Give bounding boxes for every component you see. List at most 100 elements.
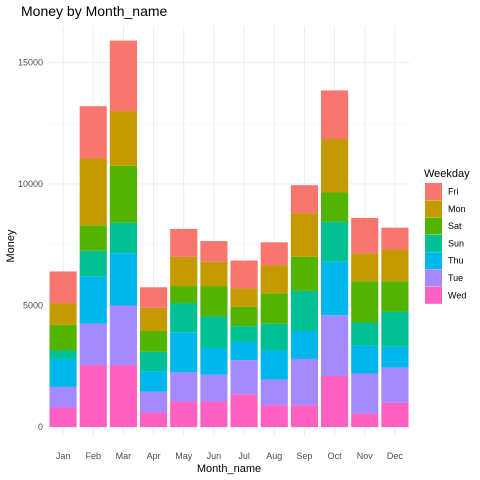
bar-segment-tue-nov <box>351 373 379 414</box>
bar-segment-fri-sep <box>290 185 318 214</box>
bar-segment-sun-aug <box>260 323 288 351</box>
bar-segment-sat-sep <box>290 256 318 291</box>
legend-label-tue: Tue <box>448 273 463 283</box>
bar-segment-sun-jan <box>49 350 77 359</box>
bar-segment-thu-nov <box>351 345 379 374</box>
y-axis-title: Money <box>5 229 17 263</box>
legend-key-sun <box>425 234 442 252</box>
bar-segment-tue-oct <box>321 315 349 376</box>
bar-segment-thu-jun <box>200 348 228 375</box>
bar-segment-thu-oct <box>321 261 349 316</box>
legend-key-thu <box>425 252 442 270</box>
chart-title: Money by Month_name <box>21 3 168 19</box>
bar-segment-mon-aug <box>260 265 288 294</box>
bar-segment-sun-mar <box>109 222 137 254</box>
bars <box>49 40 409 427</box>
x-tick-label: May <box>175 451 193 461</box>
y-tick-label: 10000 <box>18 179 43 189</box>
bar-segment-fri-apr <box>140 287 168 308</box>
bar-segment-sun-dec <box>381 311 409 347</box>
bar-segment-fri-mar <box>109 40 137 112</box>
bar-segment-fri-may <box>170 228 198 257</box>
legend-label-sat: Sat <box>448 221 462 231</box>
bar-segment-wed-aug <box>260 405 288 427</box>
bar-segment-wed-apr <box>140 412 168 427</box>
x-axis-title: Month_name <box>197 463 261 475</box>
y-tick-label: 0 <box>38 422 43 432</box>
bar-segment-sat-oct <box>321 192 349 222</box>
bar-segment-tue-may <box>170 372 198 402</box>
legend-label-sun: Sun <box>448 238 464 248</box>
bar-segment-thu-sep <box>290 331 318 359</box>
bar-segment-thu-jul <box>230 341 258 361</box>
bar-segment-fri-aug <box>260 242 288 266</box>
bar-segment-thu-dec <box>381 346 409 368</box>
bar-segment-wed-feb <box>79 365 107 427</box>
y-tick-label: 5000 <box>23 300 43 310</box>
axes: 0 5000 10000 15000 Jan Feb Mar Apr May Jun Jul Aug S… <box>18 57 403 461</box>
legend-label-mon: Mon <box>448 204 466 214</box>
x-tick-label: Sep <box>296 451 312 461</box>
bar-segment-sun-sep <box>290 290 318 332</box>
bar-segment-fri-dec <box>381 227 409 250</box>
bar-segment-sat-nov <box>351 281 379 323</box>
bar-segment-mon-apr <box>140 307 168 332</box>
bar-segment-wed-dec <box>381 402 409 427</box>
bar-segment-mon-oct <box>321 139 349 193</box>
bar-segment-sun-apr <box>140 351 168 372</box>
bar-segment-mon-sep <box>290 213 318 257</box>
bar-segment-mon-mar <box>109 111 137 166</box>
bar-segment-thu-jan <box>49 358 77 387</box>
legend-key-fri <box>425 183 442 200</box>
bar-segment-fri-jun <box>200 241 228 262</box>
bar-segment-tue-jul <box>230 360 258 395</box>
x-tick-label: Feb <box>85 451 101 461</box>
x-tick-label: Dec <box>387 451 404 461</box>
legend-key-wed <box>425 286 442 304</box>
bar-segment-wed-oct <box>321 375 349 427</box>
bar-segment-tue-dec <box>381 367 409 403</box>
legend-key-sat <box>425 217 442 235</box>
y-tick-label: 15000 <box>18 57 43 67</box>
x-tick-label: Jan <box>56 451 71 461</box>
bar-segment-mon-jul <box>230 288 258 307</box>
bar-segment-sat-mar <box>109 165 137 223</box>
bar-segment-thu-may <box>170 332 198 373</box>
x-tick-label: Jul <box>238 451 250 461</box>
bar-segment-mon-dec <box>381 249 409 282</box>
bar-segment-sat-aug <box>260 293 288 324</box>
bar-segment-sat-dec <box>381 281 409 312</box>
bar-segment-mon-feb <box>79 158 107 226</box>
bar-segment-mon-jun <box>200 261 228 287</box>
x-tick-label: Nov <box>357 451 374 461</box>
bar-segment-sat-jul <box>230 306 258 327</box>
bar-segment-sun-oct <box>321 221 349 262</box>
bar-segment-tue-feb <box>79 323 107 366</box>
bar-segment-thu-aug <box>260 350 288 380</box>
bar-segment-fri-nov <box>351 217 379 254</box>
legend-key-tue <box>425 269 442 287</box>
x-tick-label: Apr <box>147 451 161 461</box>
bar-segment-tue-mar <box>109 305 137 366</box>
bar-segment-sat-jun <box>200 286 228 317</box>
bar-segment-fri-jan <box>49 271 77 304</box>
bar-segment-wed-nov <box>351 413 379 427</box>
bar-segment-tue-sep <box>290 358 318 406</box>
bar-segment-tue-aug <box>260 379 288 406</box>
bar-segment-wed-jan <box>49 407 77 427</box>
bar-segment-sun-nov <box>351 322 379 346</box>
bar-segment-wed-jun <box>200 401 228 427</box>
legend-title: Weekday <box>424 168 470 180</box>
bar-segment-mon-may <box>170 256 198 287</box>
bar-segment-mon-jan <box>49 303 77 325</box>
bar-segment-sat-feb <box>79 225 107 251</box>
bar-segment-wed-may <box>170 401 198 427</box>
bar-segment-tue-jun <box>200 374 228 402</box>
x-tick-label: Aug <box>266 451 282 461</box>
bar-segment-tue-jan <box>49 386 77 408</box>
bar-segment-sat-apr <box>140 331 168 352</box>
x-tick-label: Jun <box>207 451 222 461</box>
bar-segment-wed-sep <box>290 405 318 427</box>
bar-segment-sun-feb <box>79 250 107 277</box>
